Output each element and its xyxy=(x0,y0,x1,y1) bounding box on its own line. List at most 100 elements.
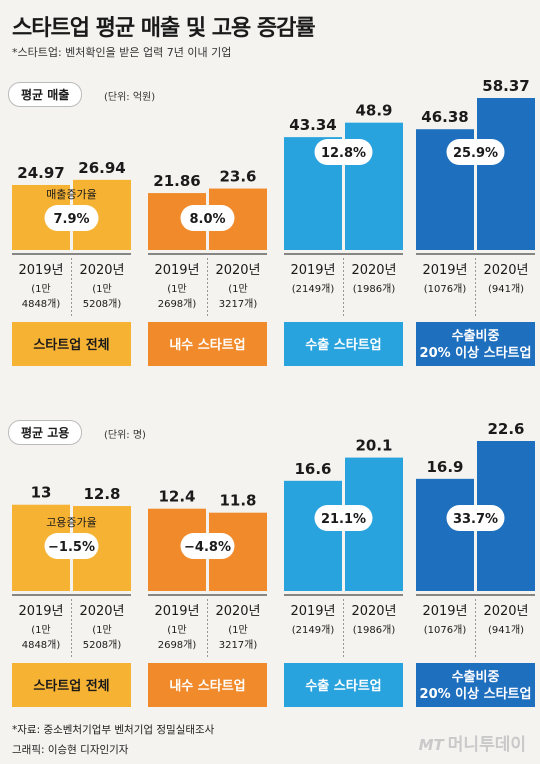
value-label-3-2: 48.9 xyxy=(355,102,392,120)
value-label-4-1: 46.38 xyxy=(421,108,468,126)
group-label-box-1 xyxy=(12,322,131,366)
growth-rate-1: −1.5% xyxy=(48,540,95,555)
count-label-3-2-1: (1986개) xyxy=(353,624,396,636)
graphic-credit: 그래픽: 이승현 디자인기자 xyxy=(12,744,129,756)
group-label-3: 수출 스타트업 xyxy=(305,678,381,694)
group-label-line2-4: 20% 이상 스타트업 xyxy=(420,686,532,702)
value-label-1-2: 12.8 xyxy=(83,485,120,503)
employment-chart: 13 2019년 (1만 4848개) 12.8 2020년 (1만 5208개) 스타트업 전… xyxy=(12,420,535,707)
count-label-1-2-2: 5208개) xyxy=(83,298,122,310)
year-label-2-1: 2019년 xyxy=(154,604,199,619)
count-label-4-1-1: (1076개) xyxy=(424,624,467,636)
group-label-box-2 xyxy=(148,322,267,366)
value-label-4-2: 22.6 xyxy=(487,420,524,438)
growth-rate-2: −4.8% xyxy=(184,540,231,555)
revenue-section-label: 평균 매출 xyxy=(8,82,83,107)
brand-logo: MT 머니투데이 xyxy=(419,730,526,755)
value-label-1-2: 26.94 xyxy=(78,159,125,177)
value-label-1-1: 24.97 xyxy=(17,164,64,182)
growth-rate-pill-1 xyxy=(44,205,99,231)
group-label-line2-4: 20% 이상 스타트업 xyxy=(420,345,532,361)
count-label-3-1-1: (2149개) xyxy=(292,624,335,636)
growth-rate-pill-2 xyxy=(180,205,235,231)
value-label-2-2: 11.8 xyxy=(219,492,256,510)
count-label-1-2-2: 5208개) xyxy=(83,639,122,651)
value-label-2-1: 21.86 xyxy=(153,172,200,190)
growth-rate-2: 8.0% xyxy=(189,212,225,227)
count-label-1-2-1: (1만 xyxy=(92,624,111,636)
growth-rate-1: 7.9% xyxy=(53,212,89,227)
growth-rate-4: 33.7% xyxy=(453,512,498,527)
count-label-1-1-1: (1만 xyxy=(31,624,50,636)
count-label-2-2-1: (1만 xyxy=(228,624,247,636)
growth-rate-3: 12.8% xyxy=(321,146,366,161)
growth-rate-pill-2 xyxy=(180,533,235,559)
brand-name: 머니투데이 xyxy=(447,735,526,755)
year-label-3-1: 2019년 xyxy=(290,604,335,619)
group-label-4: 수출비중 xyxy=(452,328,500,344)
year-label-3-2: 2020년 xyxy=(351,604,396,619)
value-label-3-1: 43.34 xyxy=(289,116,336,134)
group-label-2: 내수 스타트업 xyxy=(169,337,245,353)
growth-rate-pill-1 xyxy=(44,533,99,559)
count-label-3-1-1: (2149개) xyxy=(292,283,335,295)
count-label-1-2-1: (1만 xyxy=(92,283,111,295)
count-label-2-2-2: 3217개) xyxy=(219,639,258,651)
year-label-2-2: 2020년 xyxy=(215,263,260,278)
year-label-4-1: 2019년 xyxy=(422,263,467,278)
growth-rate-caption: 고용증가율 xyxy=(46,516,97,529)
growth-rate-4: 25.9% xyxy=(453,146,498,161)
group-label-1: 스타트업 전체 xyxy=(33,678,109,694)
group-label-box-3 xyxy=(284,322,403,366)
count-label-2-1-1: (1만 xyxy=(167,283,186,295)
year-label-2-1: 2019년 xyxy=(154,263,199,278)
count-label-1-1-2: 4848개) xyxy=(22,639,61,651)
group-label-box-3 xyxy=(284,663,403,707)
group-label-box-4 xyxy=(416,663,535,707)
value-label-4-2: 58.37 xyxy=(482,77,529,95)
count-label-2-2-1: (1만 xyxy=(228,283,247,295)
year-label-4-2: 2020년 xyxy=(483,604,528,619)
count-label-4-1-1: (1076개) xyxy=(424,283,467,295)
year-label-2-2: 2020년 xyxy=(215,604,260,619)
growth-rate-caption: 매출증가율 xyxy=(46,188,97,201)
count-label-4-2-1: (941개) xyxy=(488,283,524,295)
chart-subtitle: *스타트업: 벤처확인을 받은 업력 7년 이내 기업 xyxy=(12,46,232,59)
group-label-4: 수출비중 xyxy=(452,669,500,685)
bar-3-1 xyxy=(284,480,342,591)
year-label-1-2: 2020년 xyxy=(79,263,124,278)
count-label-1-1-2: 4848개) xyxy=(22,298,61,310)
group-label-2: 내수 스타트업 xyxy=(169,678,245,694)
year-label-1-1: 2019년 xyxy=(18,604,63,619)
value-label-3-2: 20.1 xyxy=(355,437,392,455)
source-note: *자료: 중소벤처기업부 벤처기업 정밀실태조사 xyxy=(12,724,215,736)
employment-unit-label: (단위: 명) xyxy=(104,430,146,441)
year-label-4-1: 2019년 xyxy=(422,604,467,619)
growth-rate-pill-4 xyxy=(446,139,505,165)
count-label-4-2-1: (941개) xyxy=(488,624,524,636)
year-label-3-2: 2020년 xyxy=(351,263,396,278)
group-label-box-4 xyxy=(416,322,535,366)
value-label-2-2: 23.6 xyxy=(219,168,256,186)
employment-section-label: 평균 고용 xyxy=(8,420,83,445)
year-label-4-2: 2020년 xyxy=(483,263,528,278)
brand-mt-mark: MT xyxy=(418,736,444,754)
value-label-1-1: 13 xyxy=(31,484,52,502)
year-label-1-2: 2020년 xyxy=(79,604,124,619)
group-label-1: 스타트업 전체 xyxy=(33,337,109,353)
count-label-3-2-1: (1986개) xyxy=(353,283,396,295)
bar-4-1 xyxy=(416,478,474,591)
growth-rate-pill-3 xyxy=(314,505,373,531)
count-label-1-1-1: (1만 xyxy=(31,283,50,295)
year-label-3-1: 2019년 xyxy=(290,263,335,278)
growth-rate-3: 21.1% xyxy=(321,512,366,527)
count-label-2-2-2: 3217개) xyxy=(219,298,258,310)
bar-4-2 xyxy=(477,98,535,250)
growth-rate-pill-4 xyxy=(446,505,505,531)
value-label-2-1: 12.4 xyxy=(158,488,195,506)
group-label-box-2 xyxy=(148,663,267,707)
revenue-unit-label: (단위: 억원) xyxy=(104,92,156,103)
value-label-4-1: 16.9 xyxy=(426,458,463,476)
year-label-1-1: 2019년 xyxy=(18,263,63,278)
count-label-2-1-1: (1만 xyxy=(167,624,186,636)
